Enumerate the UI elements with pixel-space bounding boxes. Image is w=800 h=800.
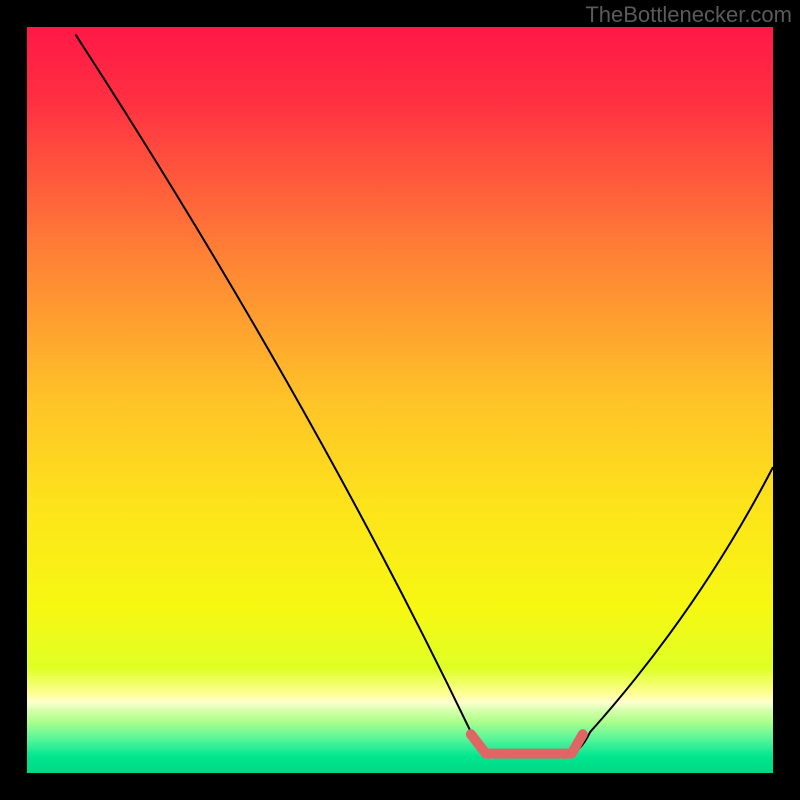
plot-area <box>27 27 773 773</box>
chart-canvas <box>0 0 800 800</box>
watermark-text: TheBottlenecker.com <box>585 2 792 28</box>
